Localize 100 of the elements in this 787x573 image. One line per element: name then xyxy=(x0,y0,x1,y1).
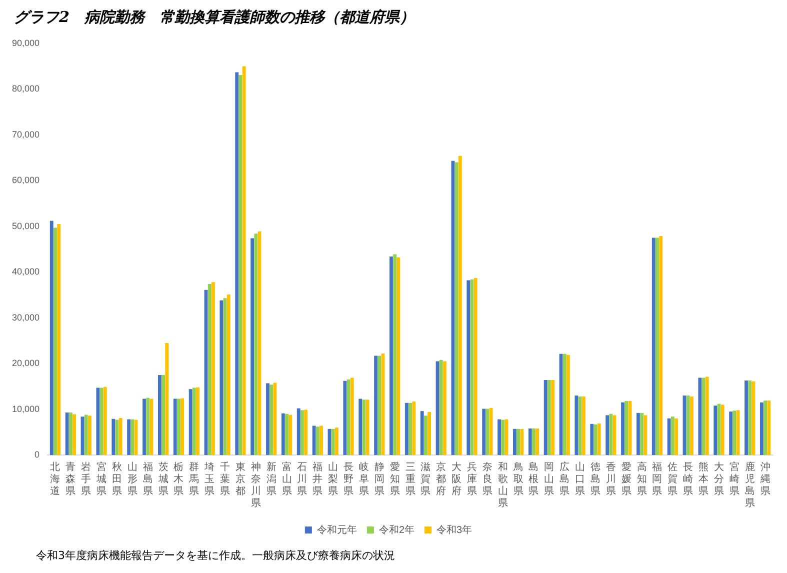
bar xyxy=(547,380,551,455)
bar xyxy=(127,419,131,455)
x-tick-label: 岩手県 xyxy=(81,460,92,497)
x-tick-label: 三重県 xyxy=(405,462,416,497)
bar xyxy=(690,396,694,455)
bar xyxy=(211,282,215,455)
chart-title: グラフ2 病院勤務 常勤換算看護師数の推移（都道府県） xyxy=(14,8,414,27)
bar xyxy=(744,380,748,455)
x-tick-label: 広島県 xyxy=(560,460,570,497)
bar xyxy=(84,414,88,455)
y-tick-label: 40,000 xyxy=(12,266,40,277)
bar xyxy=(458,156,462,455)
bar xyxy=(609,414,613,455)
x-tick-label: 埼玉県 xyxy=(204,460,215,497)
bar xyxy=(165,342,169,455)
x-tick-label: 秋田県 xyxy=(112,460,122,497)
bar xyxy=(72,414,76,455)
legend-label: 令和3年 xyxy=(436,524,472,536)
bar xyxy=(574,396,578,455)
x-tick-label: 静岡県 xyxy=(374,460,384,497)
bar xyxy=(320,426,323,455)
bar xyxy=(566,354,570,455)
x-tick-label: 鳥取県 xyxy=(512,460,524,497)
bar xyxy=(714,406,718,455)
bar xyxy=(270,384,274,455)
bar xyxy=(621,402,624,455)
x-tick-label: 長崎県 xyxy=(683,462,694,497)
y-tick-label: 90,000 xyxy=(12,38,40,48)
bar xyxy=(146,398,150,455)
bar xyxy=(640,412,644,455)
x-tick-label: 福井県 xyxy=(312,460,323,497)
x-tick-label: 栃木県 xyxy=(174,460,184,497)
bar xyxy=(177,398,180,455)
x-tick-label: 高知県 xyxy=(636,460,647,497)
x-tick-label: 大分県 xyxy=(714,460,724,497)
bar xyxy=(300,410,304,455)
bar xyxy=(674,418,678,455)
x-tick-label: 徳島県 xyxy=(590,462,600,497)
bar xyxy=(343,380,347,455)
bar xyxy=(188,389,192,455)
x-tick-label: 岡山県 xyxy=(544,462,554,497)
bar xyxy=(528,428,532,455)
bar xyxy=(396,257,400,455)
bar xyxy=(100,388,104,455)
bar xyxy=(454,162,458,455)
x-tick-label: 新潟県 xyxy=(266,460,276,497)
bar xyxy=(378,356,382,455)
x-tick-label: 熊本県 xyxy=(698,460,709,497)
bar xyxy=(624,401,628,455)
x-tick-label: 鹿児島県 xyxy=(744,460,755,509)
x-tick-label: 神奈川県 xyxy=(250,460,261,509)
bar xyxy=(312,426,316,455)
bar xyxy=(667,418,671,455)
bar xyxy=(68,412,72,455)
y-tick-label: 70,000 xyxy=(12,129,40,140)
bar xyxy=(520,428,524,455)
bar xyxy=(729,412,733,455)
bar xyxy=(96,388,100,455)
bar xyxy=(551,380,554,455)
bar xyxy=(316,426,320,455)
bar xyxy=(544,380,548,455)
x-tick-label: 佐賀県 xyxy=(668,462,678,497)
text: 令和3年度病床機能報告データを基に作成。一般病床及び療養病床の状況 xyxy=(36,548,395,563)
bar xyxy=(513,428,516,455)
x-tick-label: 沖縄県 xyxy=(759,460,770,497)
bar xyxy=(670,416,674,455)
bar xyxy=(767,400,771,455)
bar xyxy=(130,419,134,455)
bar xyxy=(334,428,338,455)
x-tick-label: 福島県 xyxy=(142,460,153,497)
bar xyxy=(393,254,397,455)
bar xyxy=(304,410,308,455)
bar xyxy=(162,374,166,455)
bar xyxy=(273,382,277,455)
bar xyxy=(748,380,752,455)
legend-label: 令和2年 xyxy=(378,524,414,536)
x-tick-label: 東京都 xyxy=(235,460,246,497)
bar xyxy=(285,414,288,455)
bar xyxy=(443,361,446,455)
bar xyxy=(652,238,656,455)
bar xyxy=(173,398,177,455)
bar xyxy=(439,360,443,455)
bar xyxy=(196,387,200,455)
x-tick-label: 滋賀県 xyxy=(420,460,431,497)
bar xyxy=(636,412,640,455)
bar xyxy=(54,228,57,455)
bar xyxy=(582,396,586,455)
bar xyxy=(597,423,601,455)
bar xyxy=(65,412,69,455)
x-tick-label: 京都府 xyxy=(436,460,446,497)
x-tick-label: 兵庫県 xyxy=(467,460,478,497)
bar xyxy=(482,408,486,455)
x-tick-label: 山形県 xyxy=(127,460,138,497)
bar xyxy=(220,300,224,455)
legend-label: 令和元年 xyxy=(316,524,357,536)
x-tick-label: 富山県 xyxy=(282,460,292,497)
x-tick-label: 愛知県 xyxy=(390,460,400,497)
x-tick-label: 青森県 xyxy=(66,460,76,497)
bar xyxy=(103,386,107,455)
bar xyxy=(362,400,366,455)
